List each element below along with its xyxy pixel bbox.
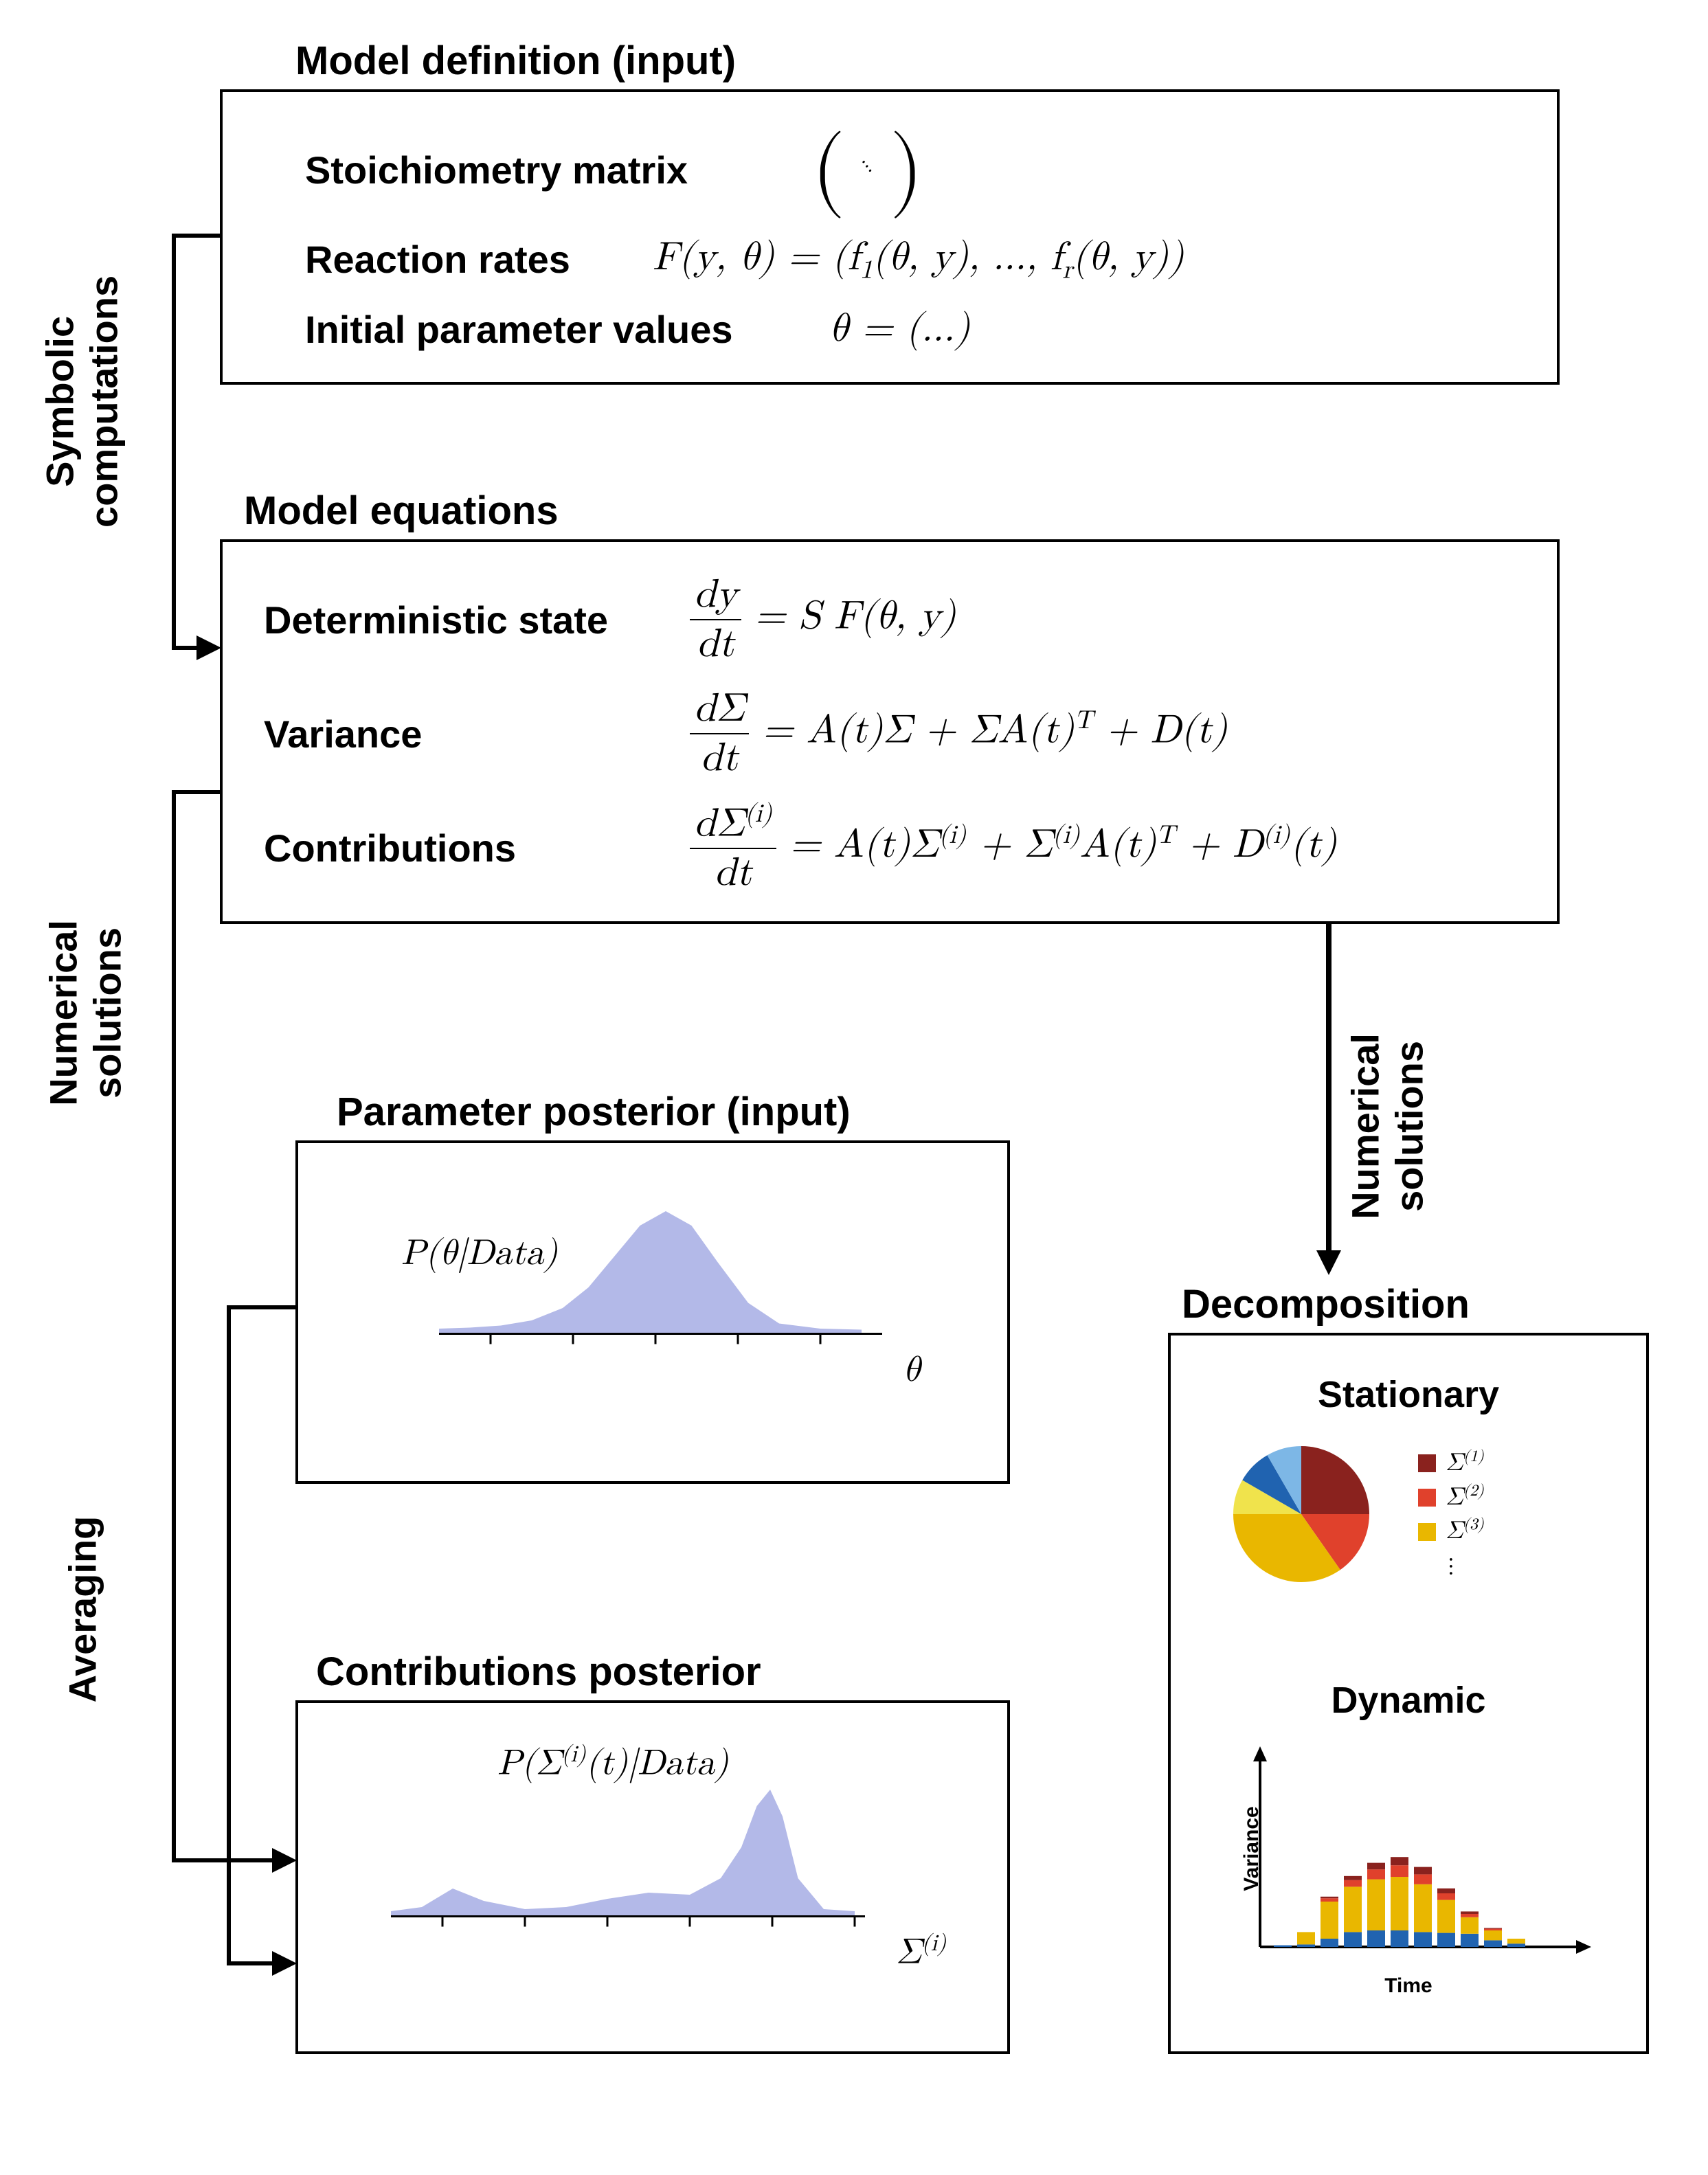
contrib-post-title: Contributions posterior: [316, 1649, 761, 1695]
rail-avg-v: [227, 1305, 231, 1965]
model-eq-title: Model equations: [244, 488, 559, 534]
posterior-title: Parameter posterior (input): [337, 1089, 851, 1135]
rail-num-h2: [172, 1858, 275, 1862]
posterior-chart: [298, 1143, 1007, 1481]
contrib-label: Contributions: [264, 826, 690, 870]
var-label: Variance: [264, 712, 690, 756]
rail-num-h1: [172, 790, 220, 794]
contrib-math: dΣ(i)dt = A(t)Σ(i) + Σ(i)A(t)T + D(i)(t): [690, 799, 1337, 897]
arrow-right-head: [1316, 1250, 1341, 1275]
legend-swatch: [1418, 1523, 1436, 1541]
posterior-math: P(θ|Data): [401, 1232, 558, 1275]
rail-avg-h2: [227, 1961, 275, 1965]
rates-label: Reaction rates: [305, 237, 570, 282]
dynamic-chart: [1212, 1741, 1610, 1995]
contrib-post-math: P(Σ(i)(t)|Data): [497, 1741, 728, 1785]
stoich-label: Stoichiometry matrix: [305, 148, 688, 192]
model-def-title: Model definition (input): [295, 38, 736, 84]
stationary-label: Stationary: [1171, 1373, 1646, 1416]
dynamic-label: Dynamic: [1171, 1679, 1646, 1722]
pie-legend: Σ(1) Σ(2) Σ(3) ⋮: [1418, 1445, 1484, 1581]
rail-num-v: [172, 790, 176, 1862]
legend-swatch: [1418, 1489, 1436, 1507]
det-label: Deterministic state: [264, 598, 690, 642]
rail-avg-h1: [227, 1305, 295, 1309]
rail-symbolic-h1: [172, 234, 220, 238]
rail-symbolic-v: [172, 234, 176, 649]
contrib-post-box: P(Σ(i)(t)|Data) Σ(i): [295, 1700, 1010, 2054]
contrib-post-axis-label: Σ(i): [896, 1930, 946, 1974]
det-math: dydt = S F(θ, y): [690, 571, 956, 668]
posterior-box: P(θ|Data) θ: [295, 1140, 1010, 1484]
rail-avg-arrow: [272, 1951, 297, 1976]
decomp-box: Stationary Σ(1) Σ(2) Σ(3) ⋮ Dynamic Vari…: [1168, 1333, 1649, 2054]
arrow-right-v: [1326, 924, 1331, 1254]
rail-num-arrow: [272, 1848, 297, 1873]
model-def-box: Stoichiometry matrix ( ⋱ ) Reaction rate…: [220, 89, 1560, 385]
symbolic-label: Symboliccomputations: [38, 236, 127, 566]
rail-symbolic-arrow: [196, 635, 221, 660]
averaging-label: Averaging: [60, 1486, 105, 1733]
dynamic-xlabel: Time: [1171, 1974, 1646, 1998]
rates-math: F(y, θ) = (f1(θ, y), ..., fr(θ, y)): [653, 234, 1184, 286]
rail-symbolic-h2: [172, 646, 199, 650]
posterior-axis-label: θ: [903, 1349, 920, 1392]
pie-chart: [1226, 1439, 1377, 1590]
init-label: Initial parameter values: [305, 307, 733, 352]
dynamic-ylabel: Variance: [1240, 1780, 1263, 1917]
legend-swatch: [1418, 1454, 1436, 1472]
numerical-label-1: Numericalsolutions: [42, 868, 131, 1157]
init-math: θ = (...): [829, 305, 970, 353]
var-math: dΣdt = A(t)Σ + ΣA(t)T + D(t): [690, 685, 1227, 782]
model-eq-box: Deterministic state dydt = S F(θ, y) Var…: [220, 539, 1560, 924]
decomp-title: Decomposition: [1182, 1281, 1470, 1327]
numerical-label-2: Numericalsolutions: [1344, 982, 1432, 1270]
stoich-matrix: ( ⋱ ): [811, 126, 923, 214]
